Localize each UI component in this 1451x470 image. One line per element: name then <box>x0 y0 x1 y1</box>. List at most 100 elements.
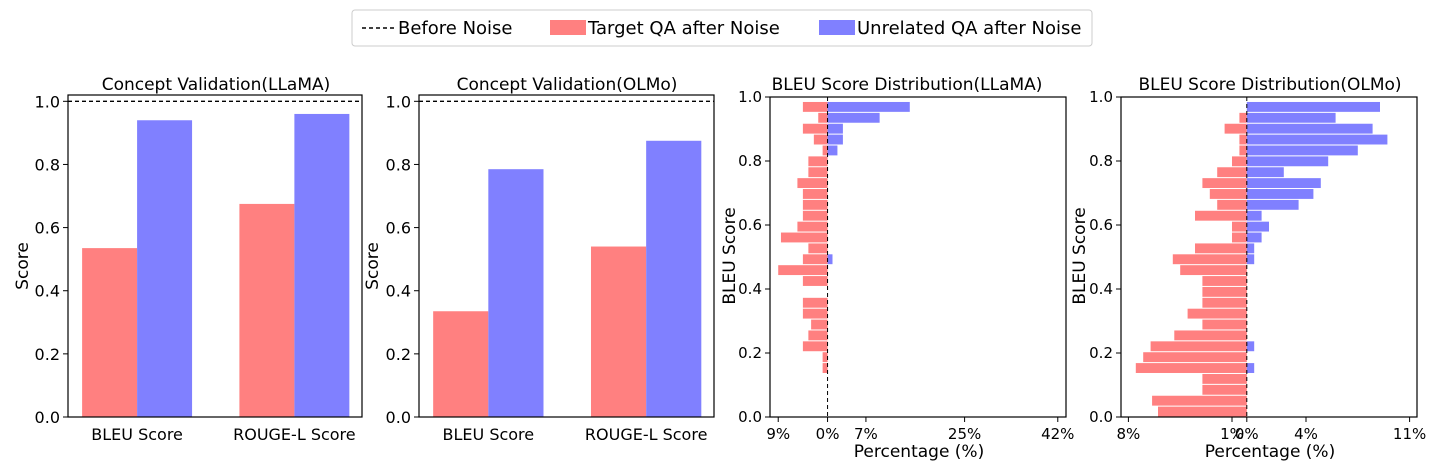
y-tick-label: 0.0 <box>738 408 762 426</box>
unrelated-bin-bar <box>1246 134 1388 145</box>
y-axis-label: Score <box>13 242 33 290</box>
target-bin-bar <box>1202 178 1247 189</box>
target-bin-bar <box>1217 199 1247 210</box>
target-bin-bar <box>1195 243 1247 254</box>
x-axis-label: Percentage (%) <box>1205 442 1335 462</box>
target-bin-bar <box>802 341 828 352</box>
target-bin-bar <box>1232 221 1247 232</box>
panel-olmo-bleu-distribution: BLEU Score Distribution(OLMo) BLEU Score… <box>1070 75 1426 462</box>
target-bin-bar <box>802 254 828 265</box>
target-bin-bar <box>1202 276 1247 286</box>
unrelated-bar-0 <box>488 169 544 417</box>
target-bar-1 <box>590 246 647 417</box>
panel-title: Concept Validation(OLMo) <box>457 75 678 95</box>
target-bin-bar <box>802 189 828 199</box>
target-bin-bar <box>808 330 828 341</box>
y-tick-label: 0.0 <box>35 408 60 427</box>
y-tick-label: 1.0 <box>738 88 762 106</box>
y-tick-label: 0.8 <box>386 155 411 174</box>
x-tick-label: BLEU Score <box>91 425 183 444</box>
target-bin-bar <box>1239 112 1247 123</box>
unrelated-bin-bar <box>827 134 843 145</box>
target-bin-bar <box>1195 210 1247 221</box>
target-bar-0 <box>433 311 489 417</box>
unrelated-bin-bar <box>827 112 880 123</box>
target-bin-bar <box>1187 308 1247 319</box>
x-tick-label: 7% <box>854 425 878 443</box>
unrelated-bin-bar <box>1246 363 1255 373</box>
y-tick-label: 0.0 <box>386 408 411 427</box>
target-bin-bar <box>822 352 828 363</box>
unrelated-bar-1 <box>294 113 350 418</box>
target-bin-bar <box>1202 373 1247 384</box>
unrelated-bin-bar <box>1246 156 1329 167</box>
target-bin-bar <box>802 101 828 112</box>
x-tick-label: 42% <box>1041 425 1074 443</box>
unrelated-bin-bar <box>1246 101 1380 112</box>
y-axis-label: Score <box>363 242 383 290</box>
target-bin-bar <box>802 210 828 221</box>
unrelated-bin-bar <box>1246 232 1262 243</box>
marks: BLEU Score ROUGE-L Score 0.0 0.2 0.4 0.6 0.8 1.… <box>35 92 362 444</box>
target-bin-bar <box>802 308 828 319</box>
target-bin-bar <box>797 178 828 189</box>
target-bin-bar <box>1209 189 1247 199</box>
y-tick-label: 0.6 <box>738 216 762 234</box>
x-axis-label: Percentage (%) <box>854 442 984 462</box>
legend-frame <box>351 9 1093 47</box>
y-tick-label: 0.6 <box>386 219 411 238</box>
plot-frame <box>67 94 363 418</box>
marks: 0.0 0.2 0.4 0.6 0.8 1.0 8% 1%0% 4% 11% <box>1089 88 1426 443</box>
panel-title: BLEU Score Distribution(LLaMA) <box>772 75 1043 95</box>
unrelated-bin-bar <box>1246 254 1255 265</box>
x-tick-label: 0% <box>816 425 840 443</box>
legend-target-swatch <box>550 20 586 35</box>
panel-title: BLEU Score Distribution(OLMo) <box>1138 75 1401 95</box>
x-tick-label: 0% <box>1235 425 1259 443</box>
plot-frame <box>418 94 715 418</box>
y-tick-label: 0.6 <box>35 219 60 238</box>
unrelated-bin-bar <box>1246 178 1321 189</box>
target-bin-bar <box>802 199 828 210</box>
y-tick-label: 0.4 <box>386 282 411 301</box>
legend-before-label: Before Noise <box>398 18 513 39</box>
y-tick-label: 0.4 <box>738 280 762 298</box>
unrelated-bin-bar <box>1246 167 1284 178</box>
y-tick-label: 0.2 <box>386 345 411 364</box>
target-bar-0 <box>82 248 138 417</box>
unrelated-bin-bar <box>1246 123 1373 134</box>
unrelated-bin-bar <box>1246 341 1255 352</box>
y-tick-label: 0.2 <box>1089 344 1113 362</box>
panel-title: Concept Validation(LLaMA) <box>102 75 331 95</box>
x-tick-label: 1% <box>1220 425 1244 443</box>
target-bin-bar <box>818 112 828 123</box>
target-bin-bar <box>813 134 828 145</box>
unrelated-bin-bar <box>827 145 838 156</box>
target-bin-bar <box>1152 395 1247 406</box>
unrelated-bar-1 <box>646 140 702 417</box>
y-tick-label: 0.8 <box>738 152 762 170</box>
marks: BLEU Score ROUGE-L Score 0.0 0.2 0.4 0.6 0.8 1.… <box>386 92 714 444</box>
unrelated-bin-bar <box>827 254 833 265</box>
y-tick-label: 0.4 <box>1089 280 1113 298</box>
target-bin-bar <box>808 156 828 167</box>
x-tick-label: 9% <box>766 425 790 443</box>
y-tick-label: 0.0 <box>1089 408 1113 426</box>
target-bar-1 <box>239 203 295 417</box>
target-bin-bar <box>1135 363 1247 373</box>
plot-frame <box>769 96 1067 418</box>
target-bin-bar <box>1202 384 1247 395</box>
target-bin-bar <box>1174 330 1247 341</box>
target-bin-bar <box>808 243 828 254</box>
marks: 0.0 0.2 0.4 0.6 0.8 1.0 9% 0% 7% 25% 42% <box>738 88 1074 443</box>
y-tick-label: 1.0 <box>35 92 60 111</box>
target-bin-bar <box>1232 232 1247 243</box>
target-bin-bar <box>797 221 828 232</box>
unrelated-bin-bar <box>1246 221 1269 232</box>
target-bin-bar <box>1143 352 1247 363</box>
y-tick-label: 0.2 <box>35 345 60 364</box>
target-bin-bar <box>802 297 828 308</box>
x-tick-label: 4% <box>1294 425 1318 443</box>
target-bin-bar <box>1202 297 1247 308</box>
